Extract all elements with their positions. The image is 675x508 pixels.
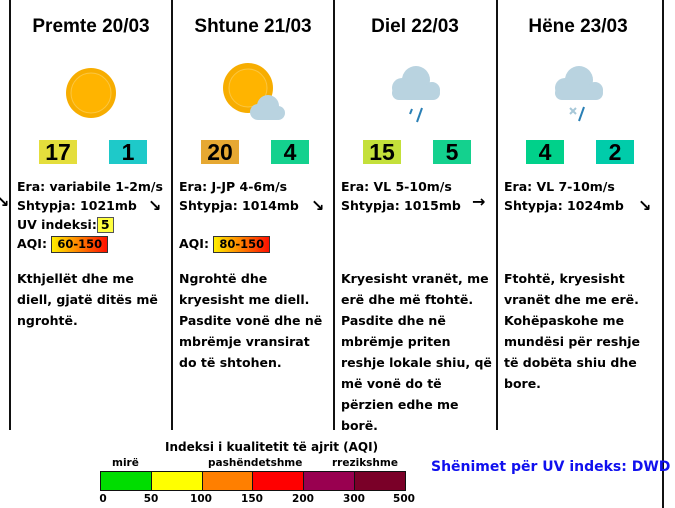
aqi-segment [304, 472, 356, 490]
aqi-scale-bar [100, 471, 406, 491]
wind-direction-arrow-icon: ↘ [0, 192, 10, 211]
uv-index-note: Shënimet për UV indeks: DWD [431, 459, 671, 475]
wind: Era: J-JP 4-6m/s [179, 179, 288, 194]
aqi-legend-title: Indeksi i kualitetit të ajrit (AQI) [165, 440, 379, 454]
aqi-tick: 50 [143, 493, 159, 505]
rain-cloud-icon [392, 66, 440, 123]
pressure: Shtypja: 1014mb [179, 198, 299, 213]
day-column: Premte 20/03 17 1 Era: variabile 1-2m/s … [11, 0, 171, 430]
aqi-segment [355, 472, 405, 490]
pressure: Shtypja: 1021mb [17, 198, 137, 213]
sun-icon [66, 68, 116, 118]
aqi-badge: 60-150 [51, 236, 109, 253]
uv-badge: 5 [96, 217, 114, 233]
day-column: Shtune 21/03 20 4 Era: J-JP 4-6m/s Shtyp… [173, 0, 333, 430]
day-description: Kthjellët dhe me diell, gjatë ditës më n… [17, 271, 158, 328]
day-title: Hëne 23/03 [528, 16, 628, 37]
wind-direction-arrow-icon: ↘ [638, 196, 652, 215]
day-column: Diel 22/03 15 5 Era: VL 5-10m/s Shtypja:… [335, 0, 495, 433]
aqi-label: AQI: [179, 236, 209, 251]
max-temp: 20 [201, 140, 239, 165]
aqi-label: AQI: [17, 236, 47, 251]
day-description: Kryesisht vranët, me erë dhe më ftohtë. … [341, 271, 492, 433]
day-title: Shtune 21/03 [194, 16, 312, 37]
day-description: Ngrohtë dhe kryesisht me diell. Pasdite … [179, 271, 323, 370]
min-temp: 5 [433, 140, 471, 165]
aqi-tick: 200 [292, 493, 314, 505]
divider [333, 0, 335, 430]
divider [496, 0, 498, 430]
uv-label: UV indeksi: [17, 217, 97, 232]
day-info: Era: variabile 1-2m/s Shtypja: 1021mb UV… [17, 177, 163, 253]
min-temp: 4 [271, 140, 309, 165]
aqi-tick: 150 [241, 493, 263, 505]
aqi-segment [253, 472, 305, 490]
sleet-cloud-icon [555, 66, 603, 122]
aqi-badge: 80-150 [213, 236, 271, 253]
max-temp: 17 [39, 140, 77, 165]
aqi-segment [101, 472, 152, 490]
aqi-tick: 100 [190, 493, 212, 505]
aqi-tick: 500 [393, 493, 415, 505]
wind-direction-arrow-icon: ↘ [311, 196, 325, 215]
wind-direction-arrow-icon: ↘ [148, 196, 162, 215]
divider [662, 0, 664, 508]
divider [171, 0, 173, 430]
aqi-segment [202, 472, 254, 490]
wind-direction-arrow-icon: → [472, 192, 486, 211]
day-info: Era: J-JP 4-6m/s Shtypja: 1014mb AQI: 80… [179, 177, 299, 253]
aqi-category: pashëndetshme [208, 457, 303, 469]
max-temp: 4 [526, 140, 564, 165]
day-info: Era: VL 7-10m/s Shtypja: 1024mb [504, 177, 624, 215]
aqi-tick: 0 [99, 493, 107, 505]
aqi-segment [151, 472, 203, 490]
min-temp: 2 [596, 140, 634, 165]
day-description: Ftohtë, kryesisht vranët dhe me erë. Koh… [504, 271, 641, 391]
day-column: Hëne 23/03 4 2 Era: VL 7-10m/s Shtypja: … [498, 0, 658, 430]
pressure: Shtypja: 1015mb [341, 198, 461, 213]
wind: Era: VL 7-10m/s [504, 179, 615, 194]
day-info: Era: VL 5-10m/s Shtypja: 1015mb [341, 177, 461, 215]
sun-cloud-icon [223, 63, 285, 120]
aqi-category: rrezikshme [332, 457, 398, 469]
pressure: Shtypja: 1024mb [504, 198, 624, 213]
wind: Era: variabile 1-2m/s [17, 179, 163, 194]
divider [9, 0, 11, 430]
aqi-tick: 300 [343, 493, 365, 505]
aqi-category: mirë [112, 457, 139, 469]
max-temp: 15 [363, 140, 401, 165]
day-title: Diel 22/03 [371, 16, 459, 37]
min-temp: 1 [109, 140, 147, 165]
wind: Era: VL 5-10m/s [341, 179, 452, 194]
day-title: Premte 20/03 [32, 16, 150, 37]
